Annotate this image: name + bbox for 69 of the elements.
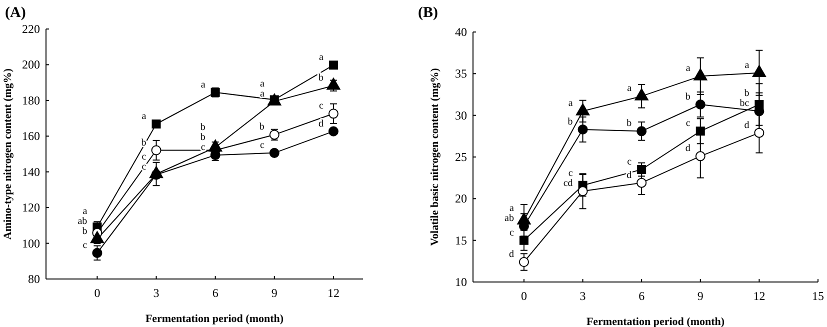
annotation: a: [260, 88, 265, 100]
annotation: ab: [504, 213, 514, 224]
y-axis-title: Amino-type nitrogen content (mg%): [2, 68, 14, 240]
x-tick-label: 15: [812, 289, 824, 303]
annotation: d: [318, 118, 324, 130]
annotation: c: [686, 118, 691, 130]
y-tick-label: 35: [455, 66, 467, 81]
annotation: a: [200, 79, 206, 90]
annotation: a: [319, 52, 324, 64]
y-tick-label: 220: [22, 22, 40, 36]
annotation: a: [510, 203, 515, 214]
annotation: ab: [78, 216, 88, 227]
annotation: a: [568, 98, 574, 110]
annotation: d: [685, 143, 690, 154]
annotation: c: [260, 140, 265, 151]
x-axis-title: Fermentation period (month): [586, 316, 725, 327]
y-tick-label: 100: [22, 236, 40, 250]
x-tick-label: 9: [697, 289, 704, 303]
annotation: b: [318, 72, 324, 84]
annotation: a: [260, 78, 265, 90]
annotation: a: [744, 60, 750, 71]
annotation: a: [686, 63, 691, 74]
x-tick-label: 12: [753, 289, 766, 303]
chart-title: (A): [5, 5, 26, 21]
y-tick-label: 40: [455, 25, 467, 39]
annotation: d: [626, 170, 632, 181]
y-tick-label: 180: [22, 93, 40, 108]
annotation: b: [200, 132, 206, 144]
annotation: c: [82, 240, 88, 251]
annotation: c: [142, 152, 147, 163]
y-axis-title: Volatile basic nitrogen content (mg%): [429, 68, 441, 246]
annotation: b: [685, 92, 690, 102]
y-tick-label: 10: [455, 275, 467, 289]
annotation: cd: [563, 178, 573, 190]
y-tick-label: 20: [455, 192, 467, 206]
y-tick-label: 200: [22, 58, 40, 72]
y-tick-label: 30: [455, 108, 467, 122]
annotation: d: [744, 120, 750, 131]
annotation: c: [627, 156, 632, 168]
annotation: b: [259, 122, 264, 133]
annotation: d: [508, 249, 514, 260]
y-tick-label: 15: [455, 233, 467, 248]
x-tick-label: 0: [520, 289, 527, 303]
annotation: bc: [740, 98, 750, 110]
chart-title: (B): [418, 5, 438, 21]
annotation: b: [626, 118, 632, 130]
x-tick-label: 6: [638, 289, 645, 303]
y-tick-label: 120: [22, 200, 40, 215]
annotation: c: [568, 168, 574, 180]
x-tick-label: 3: [580, 289, 586, 303]
annotation: a: [142, 111, 147, 122]
annotation: b: [82, 226, 88, 237]
y-tick-label: 140: [22, 164, 40, 179]
x-axis-title: Fermentation period (month): [145, 313, 284, 325]
annotation: b: [200, 122, 206, 134]
y-tick-label: 80: [28, 272, 40, 286]
annotation: b: [744, 88, 750, 100]
x-tick-label: 3: [153, 286, 160, 300]
y-tick-label: 160: [22, 129, 40, 144]
x-tick-label: 12: [327, 286, 340, 300]
x-tick-label: 0: [94, 286, 100, 300]
annotation: c: [319, 100, 324, 112]
annotation: b: [568, 116, 573, 128]
annotation: a: [82, 206, 88, 217]
annotation: c: [510, 227, 515, 238]
annotation: a: [627, 83, 632, 94]
x-tick-label: 6: [212, 286, 218, 300]
x-tick-label: 9: [271, 286, 278, 300]
y-tick-label: 25: [455, 150, 467, 164]
